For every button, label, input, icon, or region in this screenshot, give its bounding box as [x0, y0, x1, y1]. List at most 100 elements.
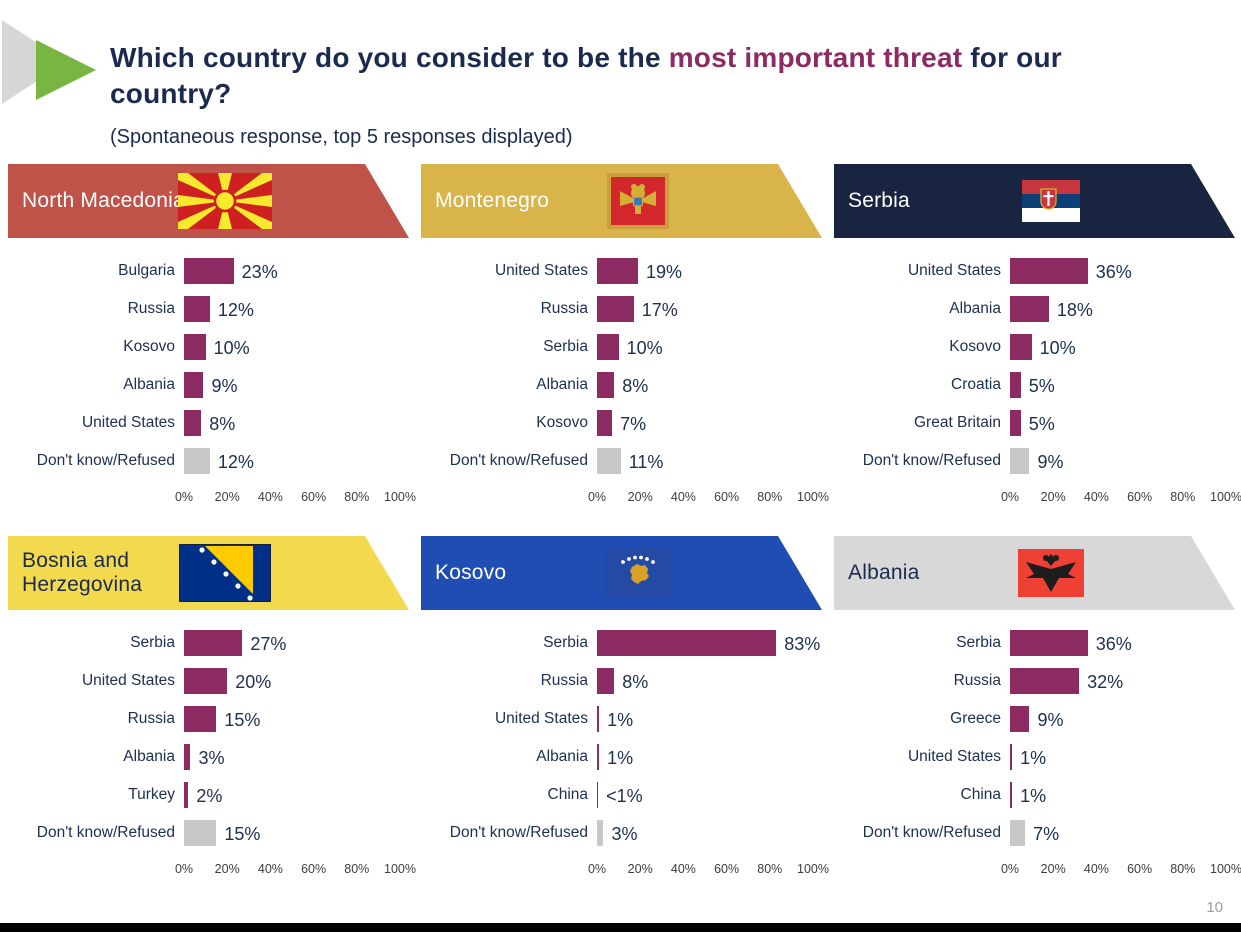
bar-row: Don't know/Refused 7%: [834, 814, 1235, 852]
bar-row: Serbia 36%: [834, 624, 1235, 662]
bar-row: Greece 9%: [834, 700, 1235, 738]
axis-tick-label: 40%: [1083, 862, 1109, 876]
bar-row: Serbia 27%: [8, 624, 409, 662]
bar-track: 10%: [1010, 334, 1226, 360]
x-axis: 0% 20% 40% 60% 80% 100%: [588, 486, 829, 512]
category-label: Greece: [950, 709, 1001, 727]
bar: [1010, 630, 1088, 656]
value-label: 1%: [607, 747, 634, 768]
category-label: United States: [81, 413, 175, 431]
value-label: 36%: [1095, 633, 1132, 654]
axis-tick-label: 0%: [587, 862, 607, 876]
country-banner: Kosovo: [421, 536, 822, 610]
value-label: 8%: [622, 375, 649, 396]
value-label: 18%: [1056, 299, 1093, 320]
bar-track: 8%: [597, 668, 813, 694]
x-axis: 0% 20% 40% 60% 80% 100%: [1001, 858, 1241, 884]
axis-tick-label: 80%: [757, 490, 783, 504]
bar-track: 8%: [184, 410, 400, 436]
category-label: Russia: [953, 671, 1001, 689]
category-label: Don't know/Refused: [36, 823, 175, 841]
header: Which country do you consider to be the …: [110, 40, 1190, 149]
category-label: Albania: [949, 299, 1001, 317]
bar: [1010, 334, 1032, 360]
bar-chart: Serbia 27% United States 20% Russia 15% Albani…: [8, 610, 416, 884]
bar: [597, 630, 777, 656]
bar: [1010, 448, 1030, 474]
title-highlight: most important threat: [668, 42, 963, 73]
bar-row: Kosovo 7%: [421, 404, 822, 442]
bar: [597, 782, 599, 808]
value-label: 15%: [224, 709, 261, 730]
bar-row: Albania 9%: [8, 366, 409, 404]
page-number: 10: [1206, 899, 1223, 916]
axis-tick-label: 40%: [257, 862, 283, 876]
bar-track: 1%: [1010, 782, 1226, 808]
bar-track: 9%: [1010, 448, 1226, 474]
bar: [1010, 296, 1049, 322]
axis-tick-label: 60%: [301, 862, 327, 876]
country-banner: Montenegro: [421, 164, 822, 238]
montenegro-flag-icon: [607, 173, 669, 229]
bar: [597, 706, 600, 732]
category-label: Kosovo: [123, 337, 175, 355]
category-label: Don't know/Refused: [449, 451, 588, 469]
axis-tick-label: 0%: [174, 490, 194, 504]
bar-chart: Bulgaria 23% Russia 12% Kosovo 10% Albania 9% Un…: [8, 238, 416, 512]
value-label: 7%: [620, 413, 647, 434]
value-label: 27%: [250, 633, 287, 654]
bosnia-herzegovina-flag-icon: [179, 544, 271, 602]
axis-tick-label: 40%: [670, 862, 696, 876]
bar: [597, 296, 634, 322]
value-label: 5%: [1028, 375, 1055, 396]
bar-row: Great Britain 5%: [834, 404, 1235, 442]
bar-track: 7%: [597, 410, 813, 436]
axis-tick-label: 20%: [1040, 490, 1066, 504]
bar: [1010, 782, 1013, 808]
axis-tick-label: 60%: [1127, 490, 1153, 504]
bar: [184, 448, 210, 474]
x-axis: 0% 20% 40% 60% 80% 100%: [1001, 486, 1241, 512]
bar: [597, 372, 615, 398]
bar-row: Don't know/Refused 15%: [8, 814, 409, 852]
bar: [597, 744, 600, 770]
value-label: 9%: [1037, 709, 1064, 730]
bar-row: Serbia 83%: [421, 624, 822, 662]
bar: [184, 258, 234, 284]
bar-track: 9%: [1010, 706, 1226, 732]
category-label: United States: [907, 261, 1001, 279]
value-label: 8%: [622, 671, 649, 692]
category-label: Serbia: [543, 633, 588, 651]
x-axis: 0% 20% 40% 60% 80% 100%: [175, 858, 416, 884]
bar-track: 12%: [184, 448, 400, 474]
bar: [184, 782, 189, 808]
axis-tick-label: 0%: [1000, 490, 1020, 504]
bar-row: United States 20%: [8, 662, 409, 700]
subtitle: (Spontaneous response, top 5 responses d…: [110, 125, 573, 148]
bar-row: Russia 8%: [421, 662, 822, 700]
bar-track: 23%: [184, 258, 400, 284]
bar-track: 17%: [597, 296, 813, 322]
value-label: 19%: [646, 261, 683, 282]
bar-track: 11%: [597, 448, 813, 474]
axis-tick-label: 100%: [1210, 490, 1241, 504]
category-label: Kosovo: [949, 337, 1001, 355]
axis-tick-label: 20%: [627, 490, 653, 504]
bar-track: 36%: [1010, 258, 1226, 284]
category-label: Albania: [123, 375, 175, 393]
albania-flag-icon: [1018, 549, 1084, 597]
bar: [1010, 706, 1030, 732]
axis-tick-label: 100%: [1210, 862, 1241, 876]
axis-tick-label: 60%: [1127, 862, 1153, 876]
axis-tick-label: 20%: [1040, 862, 1066, 876]
axis-tick-label: 0%: [1000, 862, 1020, 876]
axis-tick-label: 80%: [1170, 490, 1196, 504]
bar-row: Bulgaria 23%: [8, 252, 409, 290]
axis-tick-label: 80%: [344, 490, 370, 504]
bar-track: 5%: [1010, 372, 1226, 398]
value-label: 17%: [641, 299, 678, 320]
bar-track: 7%: [1010, 820, 1226, 846]
bar-row: United States 8%: [8, 404, 409, 442]
bar: [597, 668, 615, 694]
bar-chart: Serbia 83% Russia 8% United States 1% Albania 1…: [421, 610, 829, 884]
